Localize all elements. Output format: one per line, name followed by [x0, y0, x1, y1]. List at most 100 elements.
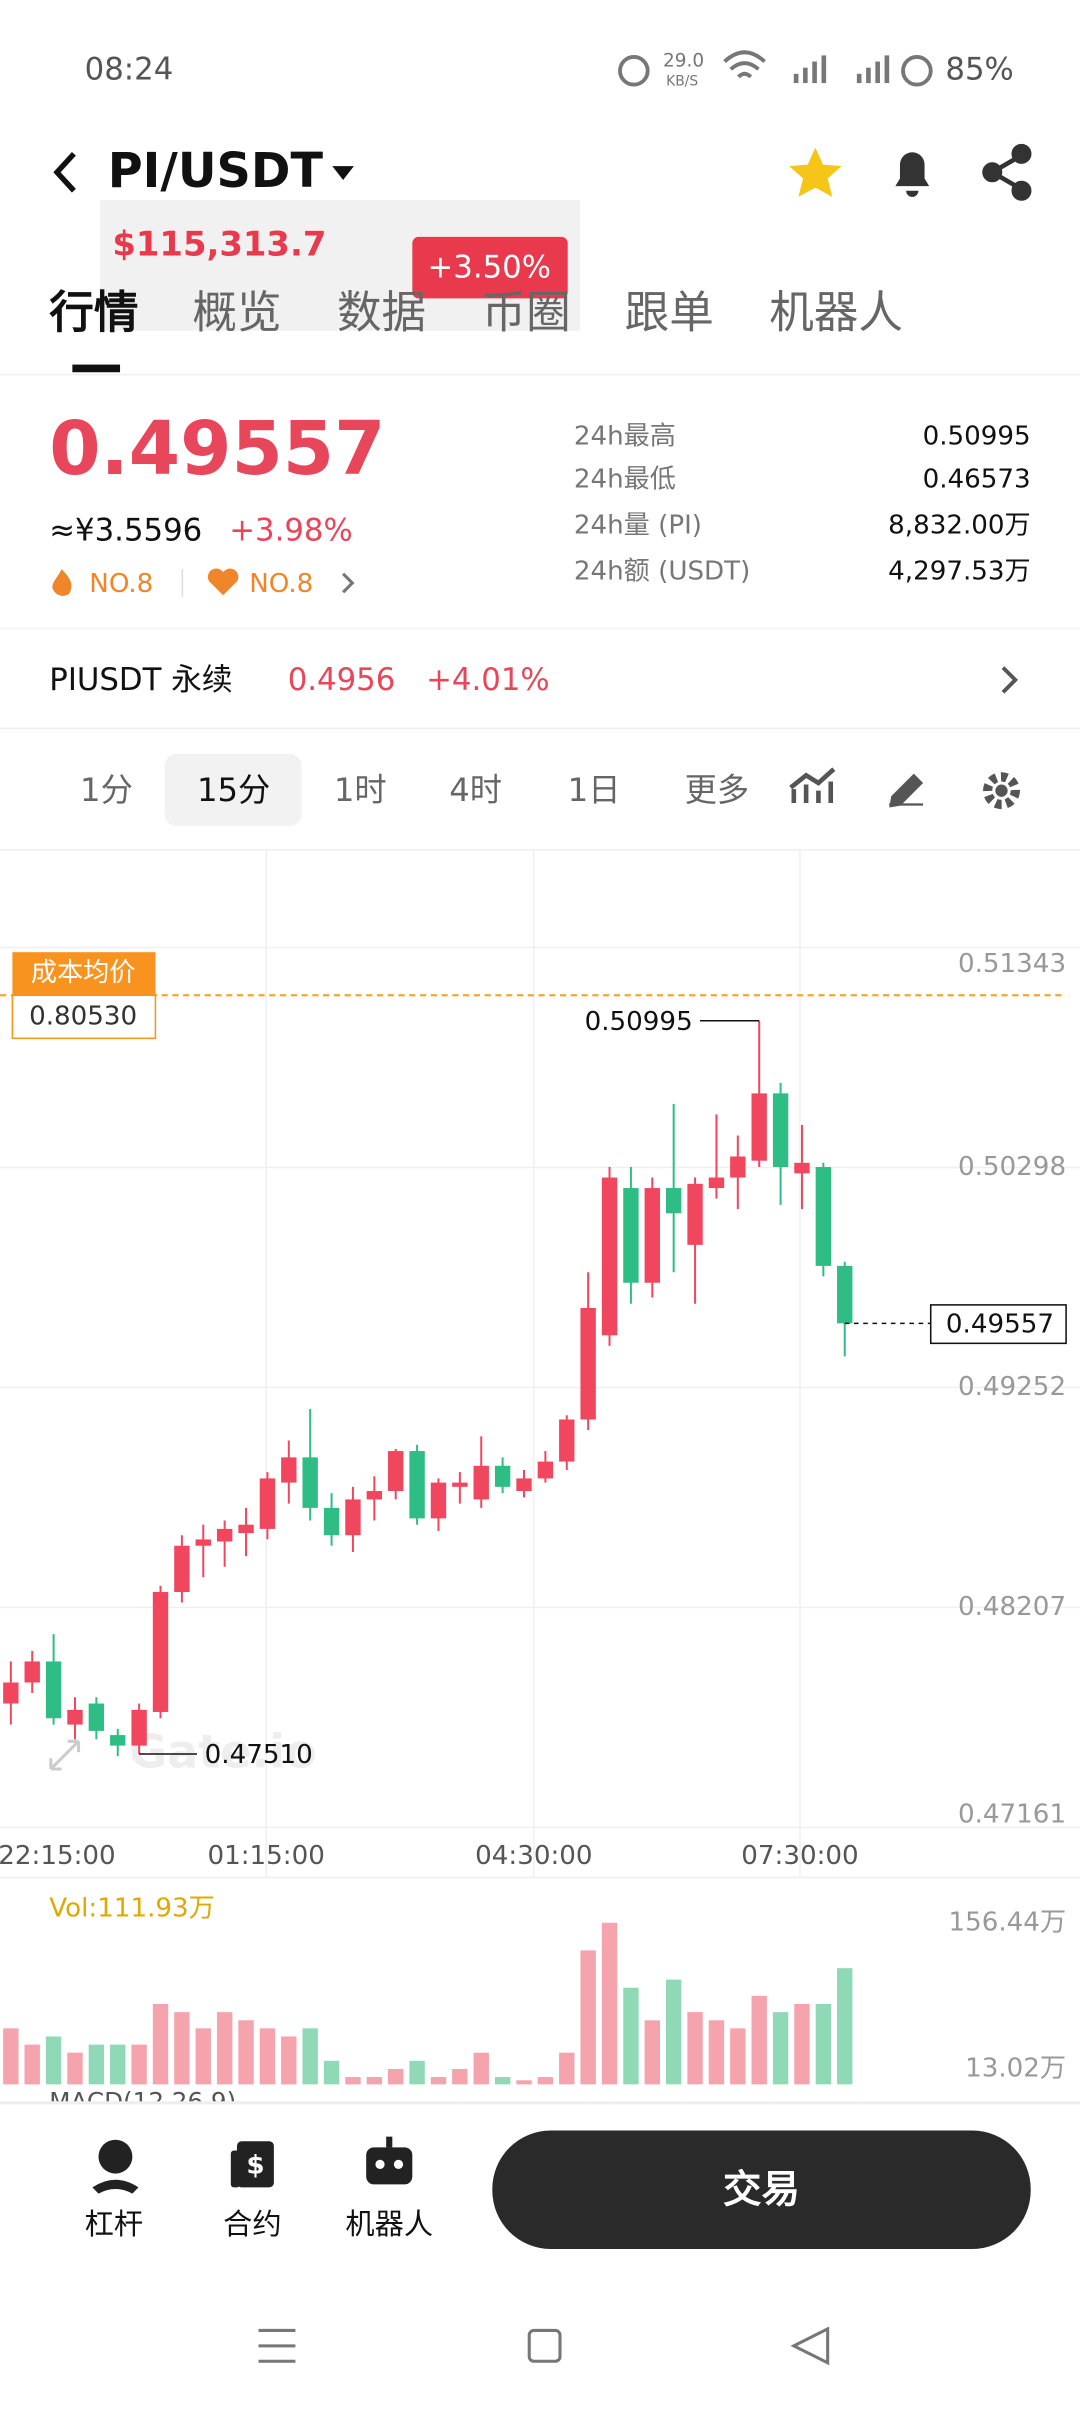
draw-icon[interactable] [889, 773, 924, 808]
trade-label[interactable]: 交易 [723, 2168, 800, 2213]
high-label: 0.50995 [585, 1007, 693, 1037]
volume-bar [388, 2068, 404, 2085]
contract-symbol: $ [246, 2150, 264, 2180]
candle-body [323, 1507, 340, 1536]
perp-price: 0.4956 [288, 662, 396, 698]
candle-body [537, 1461, 554, 1479]
share-button[interactable] [982, 143, 1032, 201]
interval[interactable]: 1分 [80, 771, 133, 809]
tab[interactable]: 机器人 [769, 286, 903, 338]
favorite-star[interactable] [789, 147, 842, 197]
perp-change: +4.01% [426, 662, 549, 698]
candle-body [131, 1709, 147, 1746]
candle-body [67, 1709, 83, 1725]
volume-bar [815, 2003, 832, 2085]
candle-body [302, 1457, 318, 1508]
last-price-label: 0.49557 [946, 1309, 1054, 1339]
bottom-item[interactable]: 杠杆 [85, 2207, 143, 2241]
panel-border [0, 2101, 1080, 2105]
fav-rank[interactable]: NO.8 [249, 569, 313, 599]
candle-body [259, 1478, 276, 1529]
interval[interactable]: 1日 [568, 771, 621, 809]
volume-bar [665, 1979, 682, 2085]
candle-body [815, 1167, 832, 1266]
settings-icon-center [995, 784, 1008, 797]
expand-icon[interactable] [49, 1739, 81, 1771]
robot-icon[interactable] [366, 2136, 413, 2185]
tab[interactable]: 行情 [49, 286, 138, 338]
divider [0, 1876, 1080, 1879]
low-label: 0.47510 [205, 1740, 313, 1770]
contract-icon[interactable] [230, 2141, 274, 2188]
stat-value: 8,832.00万 [888, 511, 1031, 541]
candle-body [559, 1419, 575, 1462]
stat-label: 24h最高 [574, 421, 676, 451]
trade-button[interactable] [492, 2130, 1031, 2249]
volume-bar [772, 2012, 789, 2085]
divider [0, 849, 1080, 851]
interval[interactable]: 更多 [685, 771, 750, 809]
volume-bar [730, 2028, 746, 2085]
bottom-item[interactable]: 合约 [223, 2207, 281, 2241]
candle-body [281, 1457, 297, 1483]
volume-bar [152, 2003, 169, 2085]
volume-bar [452, 2068, 468, 2085]
tab[interactable]: 跟单 [625, 286, 714, 338]
watermark: Gate.io [129, 1725, 316, 1779]
volume-bar [366, 2077, 383, 2085]
tab[interactable]: 数据 [337, 286, 426, 338]
bottom-item[interactable]: 机器人 [345, 2207, 433, 2241]
indicator-icon[interactable] [789, 767, 836, 803]
volume-bar [708, 2020, 725, 2085]
interval[interactable]: 1时 [334, 771, 387, 809]
volume-label: Vol:111.93万 [49, 1893, 215, 1923]
stat-value: 0.50995 [923, 421, 1031, 451]
nav-menu[interactable] [258, 2328, 296, 2363]
overlay-badge [412, 236, 568, 299]
candle-body [452, 1482, 468, 1487]
cost-value: 0.80530 [29, 1001, 137, 1031]
back-button[interactable] [53, 152, 76, 193]
x-tick-label: 01:15:00 [207, 1841, 324, 1871]
interval[interactable]: 15分 [197, 771, 270, 809]
interval-highlight [164, 753, 302, 827]
candle-body [601, 1177, 618, 1336]
leverage-icon[interactable] [92, 2139, 139, 2194]
alert-bell[interactable] [895, 152, 930, 197]
candle-body [730, 1156, 746, 1178]
candle-body [751, 1093, 767, 1161]
volume-bar [837, 1968, 853, 2085]
candle-body [152, 1592, 169, 1712]
volume-bar [430, 2077, 447, 2085]
volume-bar [751, 1995, 767, 2085]
rank-chevron[interactable] [342, 572, 355, 594]
hot-rank[interactable]: NO.8 [89, 569, 153, 599]
candle-body [216, 1528, 233, 1542]
cost-label: 成本均价 [31, 958, 136, 988]
nav-home[interactable] [527, 2328, 562, 2363]
perp-name[interactable]: PIUSDT 永续 [49, 662, 232, 698]
tab[interactable]: 币圈 [482, 286, 571, 338]
volume-bar [494, 2077, 511, 2085]
nav-back[interactable] [790, 2326, 830, 2366]
interval[interactable]: 4时 [449, 771, 502, 809]
candle-body [88, 1703, 105, 1731]
net-unit: KB/S [666, 74, 698, 90]
volume-bar [45, 2036, 62, 2085]
settings-icon[interactable] [983, 772, 1020, 810]
y-tick-label: 0.50298 [958, 1152, 1066, 1182]
x-tick-label: 07:30:00 [741, 1841, 858, 1871]
candle-body [708, 1177, 725, 1189]
battery: 85% [945, 51, 1013, 87]
perp-chevron[interactable] [1001, 666, 1019, 694]
pair-title[interactable]: PI/USDT [108, 144, 324, 199]
change: +3.98% [229, 513, 352, 549]
fav-icon [207, 568, 239, 596]
robot-eye [393, 2159, 404, 2169]
divider [0, 373, 1080, 376]
tab[interactable]: 概览 [192, 286, 281, 338]
volume-bar [473, 2052, 489, 2085]
pair-dropdown[interactable] [332, 166, 354, 180]
candle-body [24, 1661, 40, 1683]
